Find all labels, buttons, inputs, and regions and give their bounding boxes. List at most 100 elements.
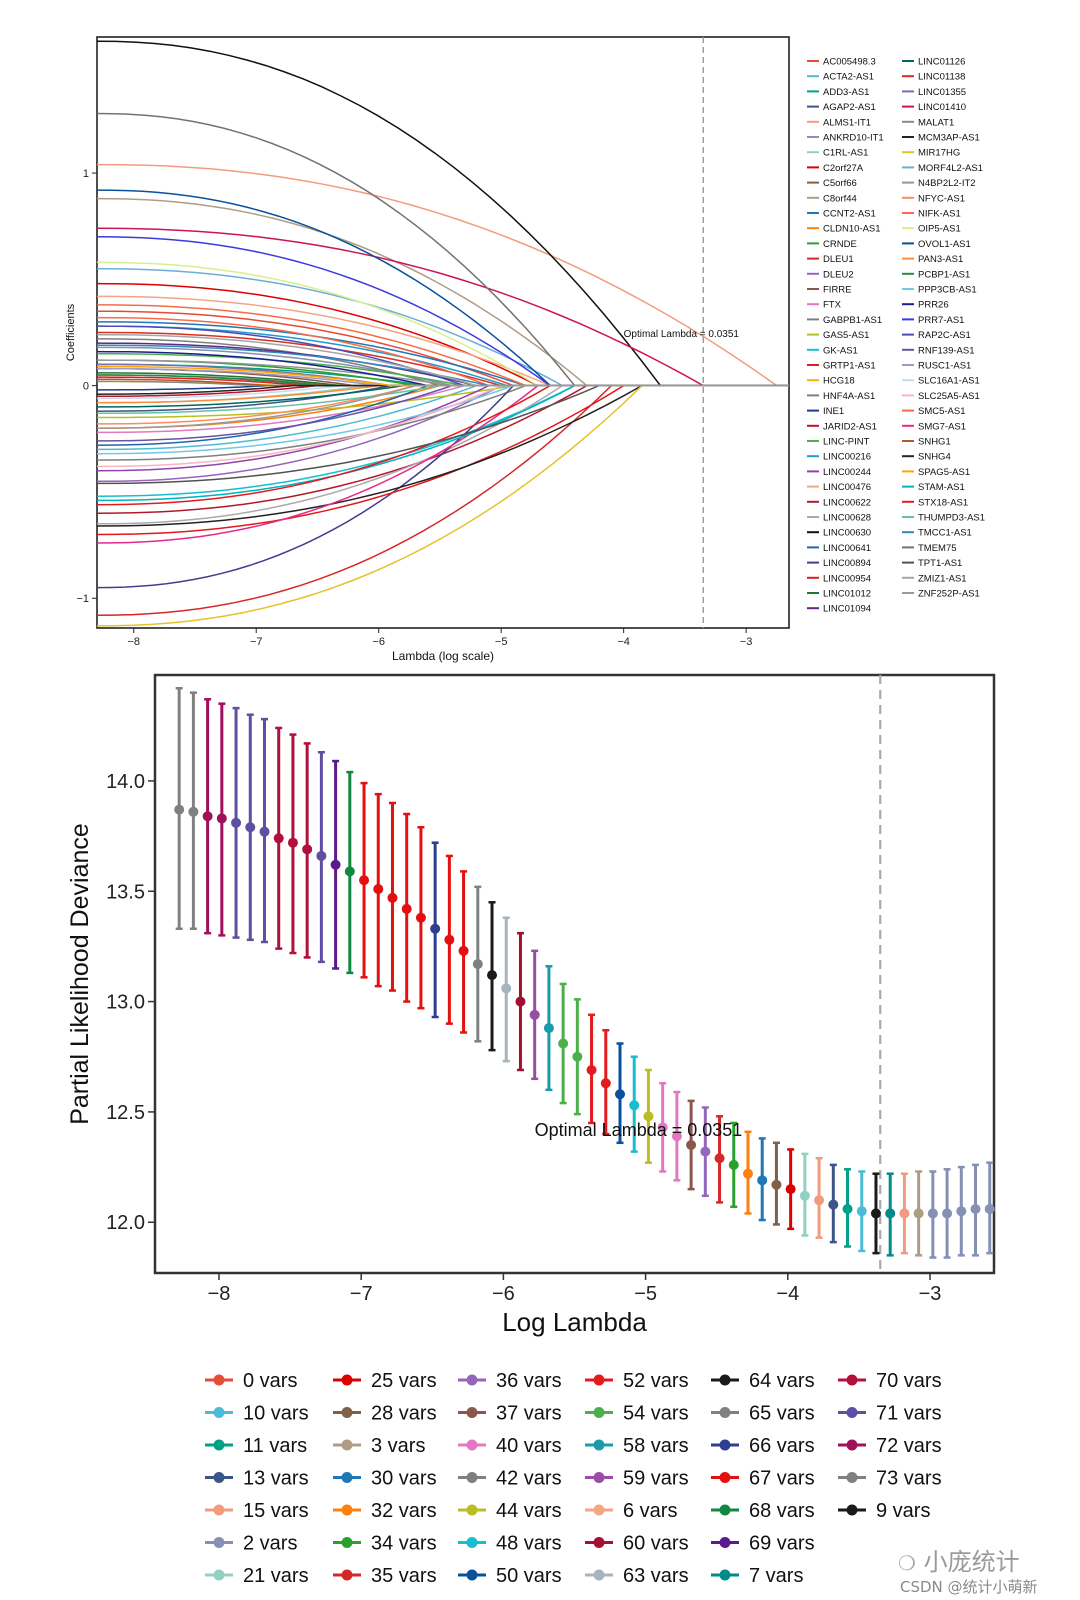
coef-legend-label: THUMPD3-AS1 [918, 513, 985, 524]
coef-legend-label: MIR17HG [918, 148, 960, 159]
dev-legend-label: 66 vars [749, 1435, 815, 1457]
coef-line-oip5-as1 [96, 261, 789, 387]
coef-legend-label: DLEU1 [823, 254, 854, 265]
coef-legend-label: CRNDE [823, 239, 857, 250]
dev-plot-frame [153, 673, 996, 1275]
coef-legend-label: CLDN10-AS1 [823, 224, 881, 235]
dev-legend-dot [466, 1472, 478, 1483]
coef-line-linc01094 [96, 342, 789, 387]
coef-legend-label: HCG18 [823, 376, 855, 387]
coef-line-linc01012 [97, 372, 789, 387]
coef-y-axis-label: Coefficients [65, 303, 77, 361]
coef-legend-label: PAN3-AS1 [918, 254, 963, 265]
dev-y-tick-label: 13.0 [106, 992, 145, 1014]
coef-legend-label: NIFK-AS1 [918, 209, 961, 220]
dev-point [615, 1089, 626, 1100]
dev-point [899, 1208, 910, 1219]
coef-legend-label: SLC25A5-AS1 [918, 391, 980, 402]
dev-legend-label: 3 vars [371, 1435, 425, 1457]
dev-legend-dot [466, 1537, 478, 1548]
coef-legend-label: ANKRD10-IT1 [823, 133, 884, 144]
coefficient-chart: Optimal Lambda = 0.0351 −8 −7 −6 −5 −4 −3 −1 0 1 L… [65, 36, 985, 663]
dev-legend-dot [466, 1407, 478, 1418]
dev-legend-label: 34 vars [371, 1533, 437, 1555]
coef-legend-label: SNHG4 [918, 452, 951, 463]
dev-legend-label: 59 vars [623, 1468, 689, 1490]
coef-annotation: Optimal Lambda = 0.0351 [624, 329, 740, 340]
coef-line-malat1 [97, 380, 789, 387]
dev-x-tick-label: −6 [492, 1283, 515, 1305]
dev-legend-label: 64 vars [749, 1370, 815, 1392]
deviance-chart: Optimal Lambda = 0.0351 −8 −7 −6 −5 −4 −3 12.0 1… [66, 673, 996, 1587]
coef-y-tick-label: 0 [83, 381, 89, 393]
dev-point [543, 1023, 554, 1034]
coef-line-znf252p-as1 [96, 384, 789, 429]
dev-point [487, 970, 498, 981]
dev-x-axis-label: Log Lambda [502, 1307, 647, 1337]
dev-y-axis-label: Partial Likelihood Deviance [66, 823, 94, 1125]
dev-point [927, 1208, 938, 1219]
coef-line-smc5-as1 [97, 304, 789, 387]
coef-legend-label: STAM-AS1 [918, 482, 965, 493]
coef-x-tick-label: −3 [740, 636, 753, 648]
coef-line-snhg4 [96, 384, 789, 395]
coef-line-morf4l2-as1 [96, 267, 789, 387]
dev-x-tick-label: −3 [919, 1283, 942, 1305]
coef-legend-label: STX18-AS1 [918, 497, 968, 508]
dev-legend-dot [593, 1472, 605, 1483]
dev-point [302, 844, 313, 855]
watermark-main: ❍ 小庞统计 [898, 1548, 1020, 1576]
coef-line-pcbp1-as1 [97, 374, 789, 387]
coef-legend-label: ZNF252P-AS1 [918, 589, 980, 600]
dev-point [245, 822, 256, 833]
dev-point [202, 811, 213, 822]
coef-legend-label: LINC00630 [823, 528, 871, 539]
coef-legend-label: SMC5-AS1 [918, 406, 966, 417]
dev-point [401, 903, 412, 914]
dev-legend-dot [719, 1504, 731, 1516]
coef-x-tick-label: −7 [250, 636, 263, 648]
coef-legend-label: RUSC1-AS1 [918, 361, 971, 372]
coef-legend-label: LINC00894 [823, 558, 871, 569]
coef-legend-label: SLC16A1-AS1 [918, 376, 980, 387]
coef-legend-label: C5orf66 [823, 178, 857, 189]
dev-legend-dot [213, 1569, 225, 1581]
coef-x-tick-label: −5 [495, 636, 508, 648]
dev-point [259, 826, 270, 837]
coef-line-acta2-as1 [97, 384, 789, 451]
dev-point [828, 1199, 839, 1210]
dev-legend-dot [719, 1407, 731, 1418]
dev-legend-dot [719, 1472, 731, 1483]
dev-point [415, 912, 426, 923]
coef-line-linc01410 [96, 227, 789, 387]
dev-x-tick-label: −5 [634, 1283, 657, 1305]
dev-legend-dot [846, 1504, 858, 1516]
dev-legend-label: 63 vars [623, 1565, 689, 1587]
dev-legend-dot [466, 1374, 478, 1386]
coef-legend-label: OIP5-AS1 [918, 224, 961, 235]
dev-y-tick-label: 13.5 [106, 881, 145, 903]
dev-legend-label: 30 vars [371, 1468, 437, 1490]
coef-legend-label: TMCC1-AS1 [918, 528, 972, 539]
coef-legend-label: LINC00244 [823, 467, 871, 478]
dev-point [444, 934, 455, 945]
coef-line-dleu1 [96, 384, 789, 616]
dev-legend-label: 0 vars [243, 1370, 297, 1392]
dev-legend-dot [846, 1407, 858, 1418]
coef-legend-label: LINC01126 [918, 57, 965, 68]
coef-legend-label: LINC01355 [918, 87, 966, 98]
coef-line-smg7-as1 [96, 384, 789, 544]
coef-line-alms1-it1 [96, 163, 789, 387]
dev-point [785, 1184, 796, 1195]
dev-x-tick-label: −8 [208, 1283, 231, 1305]
dev-legend-label: 21 vars [243, 1565, 309, 1587]
coef-line-spag5-as1 [97, 365, 789, 387]
coef-legend-label: LINC00641 [823, 543, 871, 554]
coef-line-linc00244 [96, 384, 789, 472]
dev-point [359, 875, 370, 886]
dev-point [671, 1131, 682, 1142]
coef-line-hnf4a-as1 [96, 384, 789, 461]
coef-line-thumpd3-as1 [97, 384, 789, 415]
dev-legend-dot [846, 1439, 858, 1451]
dev-legend-label: 72 vars [876, 1435, 942, 1457]
